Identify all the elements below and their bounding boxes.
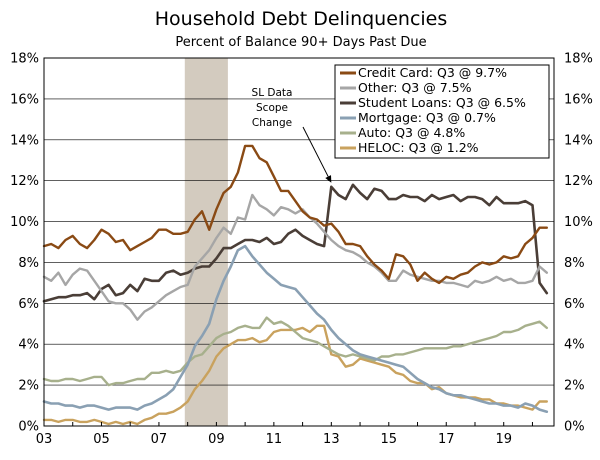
legend-box — [334, 64, 550, 159]
legend-label-other: Other: Q3 @ 7.5% — [358, 80, 472, 95]
x-tick-label: 19 — [495, 432, 512, 447]
series-heloc — [42, 324, 548, 426]
x-tick-label: 13 — [323, 432, 340, 447]
y-tick-left: 4% — [18, 338, 39, 353]
legend-label-mortgage: Mortgage: Q3 @ 0.7% — [358, 110, 496, 125]
series-credit-card — [42, 144, 548, 285]
y-tick-left: 16% — [10, 92, 39, 107]
y-tick-left: 12% — [10, 174, 39, 189]
x-tick-label: 07 — [151, 432, 168, 447]
x-axis: 03 05 07 09 11 13 15 17 19 — [36, 422, 533, 447]
annotation-line-2: Scope — [256, 102, 288, 114]
y-tick-right: 2% — [564, 379, 585, 394]
y-tick-right: 6% — [564, 297, 585, 312]
annotation-arrow — [302, 126, 329, 177]
gridlines — [44, 98, 554, 386]
y-tick-left: 0% — [18, 420, 39, 435]
y-tick-right: 8% — [564, 256, 585, 271]
chart-subtitle: Percent of Balance 90+ Days Past Due — [175, 35, 426, 50]
y-tick-left: 8% — [18, 256, 39, 271]
y-tick-right: 16% — [564, 92, 593, 107]
annotation-line-3: Change — [252, 117, 292, 129]
x-tick-label: 17 — [438, 432, 455, 447]
y-tick-right: 12% — [564, 174, 593, 189]
recession-shading — [184, 58, 228, 426]
series-lines — [42, 144, 549, 426]
y-axis-left: 0% 2% 4% 6% 8% 10% 12% 14% 16% 18% — [10, 52, 39, 435]
y-tick-left: 10% — [10, 215, 39, 230]
series-other — [42, 193, 548, 321]
x-tick-label: 11 — [266, 432, 283, 447]
annotation-arrowhead — [325, 175, 332, 183]
y-tick-right: 0% — [564, 420, 585, 435]
annotation: SL Data Scope Change — [252, 87, 332, 183]
x-tick-label: 09 — [208, 432, 225, 447]
x-tick-label: 15 — [381, 432, 398, 447]
legend: Credit Card: Q3 @ 9.7%Other: Q3 @ 7.5%St… — [334, 64, 550, 159]
legend-label-auto: Auto: Q3 @ 4.8% — [358, 125, 465, 140]
y-tick-left: 6% — [18, 297, 39, 312]
legend-label-credit-card: Credit Card: Q3 @ 9.7% — [358, 65, 507, 80]
annotation-line-1: SL Data — [252, 87, 293, 99]
y-tick-left: 14% — [10, 133, 39, 148]
series-mortgage — [42, 244, 549, 414]
x-tick-label: 03 — [36, 432, 53, 447]
x-tick-label: 05 — [93, 432, 110, 447]
y-tick-left: 2% — [18, 379, 39, 394]
chart-title: Household Debt Delinquencies — [155, 8, 448, 30]
y-tick-right: 10% — [564, 215, 593, 230]
y-tick-right: 4% — [564, 338, 585, 353]
legend-label-heloc: HELOC: Q3 @ 1.2% — [358, 140, 479, 155]
y-axis-right: 0% 2% 4% 6% 8% 10% 12% 14% 16% 18% — [564, 52, 593, 435]
legend-label-student-loans: Student Loans: Q3 @ 6.5% — [358, 95, 526, 110]
plot-frame — [43, 57, 555, 427]
y-tick-right: 14% — [564, 133, 593, 148]
y-tick-right: 18% — [564, 52, 593, 67]
series-student-loans — [42, 183, 549, 303]
y-tick-left: 18% — [10, 52, 39, 67]
series-auto — [42, 316, 548, 387]
